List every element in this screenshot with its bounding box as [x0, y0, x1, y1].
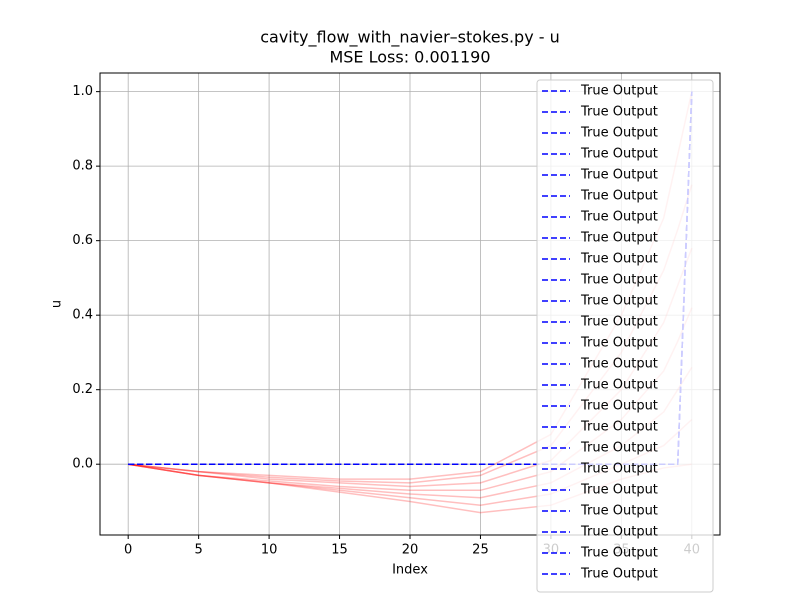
legend-label: True Output — [580, 567, 658, 582]
y-tick-label: 0.6 — [72, 233, 93, 248]
legend-label: True Output — [580, 504, 658, 519]
legend-label: True Output — [580, 168, 658, 183]
y-tick-label: 0.4 — [72, 308, 93, 323]
x-axis-label: Index — [392, 563, 428, 578]
legend-label: True Output — [580, 105, 658, 120]
legend-label: True Output — [580, 525, 658, 540]
legend-label: True Output — [580, 147, 658, 162]
legend-label: True Output — [580, 84, 658, 99]
y-tick-label: 1.0 — [72, 84, 93, 99]
legend-label: True Output — [580, 420, 658, 435]
legend-label: True Output — [580, 294, 658, 309]
legend-label: True Output — [580, 546, 658, 561]
y-tick-label: 0.2 — [72, 382, 93, 397]
y-axis-label: u — [50, 300, 65, 308]
legend-label: True Output — [580, 378, 658, 393]
x-tick-label: 15 — [331, 543, 348, 558]
legend-label: True Output — [580, 399, 658, 414]
legend-label: True Output — [580, 441, 658, 456]
x-tick-label: 25 — [472, 543, 489, 558]
legend-label: True Output — [580, 231, 658, 246]
legend-label: True Output — [580, 357, 658, 372]
legend-label: True Output — [580, 483, 658, 498]
legend-label: True Output — [580, 336, 658, 351]
legend-box — [536, 79, 714, 593]
legend-label: True Output — [580, 189, 658, 204]
legend-label: True Output — [580, 252, 658, 267]
x-tick-label: 5 — [194, 543, 202, 558]
x-tick-label: 10 — [261, 543, 278, 558]
legend-label: True Output — [580, 273, 658, 288]
legend-label: True Output — [580, 210, 658, 225]
x-tick-label: 20 — [402, 543, 419, 558]
legend-label: True Output — [580, 315, 658, 330]
plot-frame — [99, 72, 721, 536]
chart-subtitle: MSE Loss: 0.001190 — [329, 48, 490, 67]
chart-title: cavity_flow_with_navier–stokes.py - u — [260, 28, 560, 48]
y-tick-label: 0.8 — [72, 159, 93, 174]
y-tick-label: 0.0 — [72, 457, 93, 472]
x-tick-label: 0 — [124, 543, 132, 558]
legend-label: True Output — [580, 126, 658, 141]
legend-label: True Output — [580, 462, 658, 477]
